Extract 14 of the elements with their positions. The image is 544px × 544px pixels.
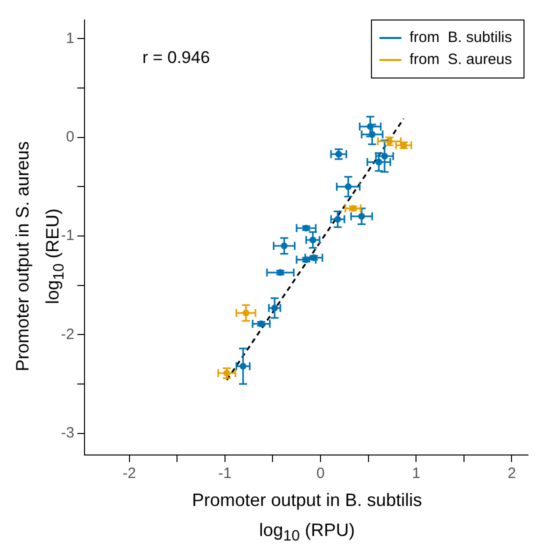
x-tick-label: -2 (122, 465, 136, 482)
legend-label: from S. aureus (409, 51, 512, 68)
x-tick-label: 0 (316, 465, 325, 482)
y-tick-label: 0 (66, 128, 74, 146)
y-tick-label: -3 (60, 424, 74, 442)
x-tick-label: 1 (412, 465, 420, 482)
y-tick-label: -2 (60, 326, 74, 343)
y-tick-label: -1 (60, 227, 74, 244)
x-tick-label: 2 (508, 465, 516, 482)
x-axis-title: Promoter output in B. subtilis log$_{10}$ (RPU) (190, 489, 424, 544)
y-tick-label: 1 (66, 30, 74, 47)
legend-label: from B. subtilis (409, 29, 512, 46)
x-tick-label: -1 (218, 465, 232, 482)
annotation: r = 0.946 (142, 48, 210, 68)
